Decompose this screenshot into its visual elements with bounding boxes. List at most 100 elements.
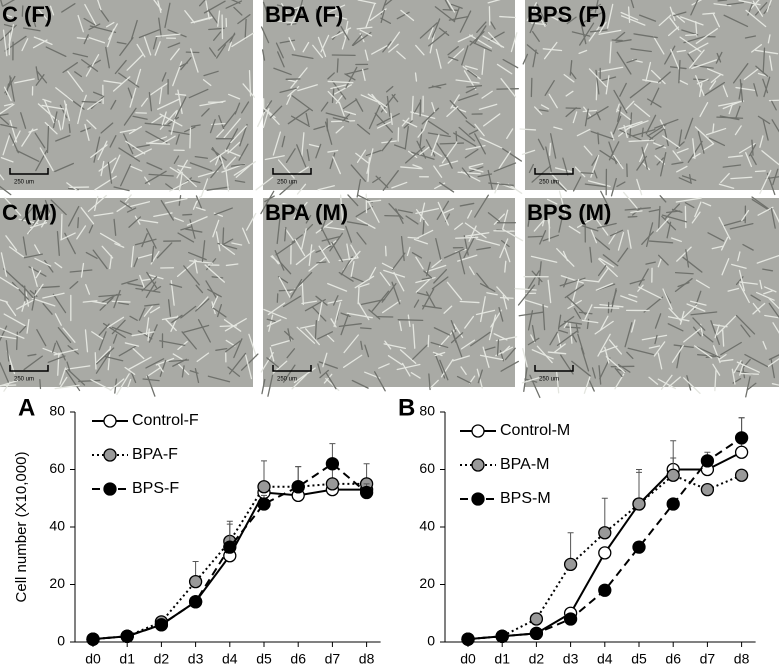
cell [346, 312, 373, 319]
cell [53, 348, 79, 356]
cell [667, 26, 680, 37]
cell [156, 242, 173, 259]
cell [129, 165, 143, 172]
cell [211, 148, 227, 161]
cell [422, 219, 425, 237]
cell [565, 326, 581, 329]
cell [566, 296, 586, 315]
cell [522, 53, 529, 65]
cell [61, 103, 68, 130]
cell [554, 167, 574, 173]
cell [255, 176, 274, 191]
cell [543, 41, 558, 60]
cell [616, 108, 631, 121]
cell [290, 115, 311, 127]
cell [144, 122, 171, 127]
cell [452, 332, 463, 358]
cell [400, 9, 415, 22]
cell [411, 252, 423, 259]
cell [0, 24, 17, 41]
cell [403, 120, 414, 129]
cell [407, 314, 411, 328]
cell [211, 276, 224, 279]
cell [396, 11, 410, 20]
cell [431, 149, 443, 157]
cell [558, 315, 575, 328]
cell [209, 119, 216, 134]
cell [315, 220, 333, 234]
cell [428, 83, 447, 89]
cell [713, 3, 732, 7]
x-tick-label: d1 [494, 651, 510, 667]
marker [291, 480, 305, 494]
cell [231, 242, 243, 246]
cell [742, 243, 754, 251]
cell [613, 89, 628, 114]
scale-label: 250 um [539, 377, 559, 383]
cell [691, 59, 717, 70]
cell [400, 166, 423, 170]
cell [350, 261, 355, 278]
cell [216, 44, 227, 59]
cell [344, 73, 356, 81]
cell [542, 304, 546, 331]
cell [16, 299, 34, 310]
cell [752, 302, 761, 313]
cell [74, 71, 83, 78]
cell [636, 178, 643, 196]
cell [332, 117, 350, 123]
cell [167, 299, 172, 317]
cell [569, 321, 573, 344]
cell [605, 75, 610, 95]
cell [671, 344, 684, 363]
cell [3, 86, 12, 102]
x-tick-label: d4 [222, 651, 238, 667]
cell [62, 62, 79, 74]
cell [672, 12, 686, 23]
cell [692, 317, 706, 331]
cell [245, 212, 257, 231]
y-tick-label: 0 [57, 633, 65, 649]
cell [662, 288, 673, 310]
cell [223, 118, 241, 139]
cell [419, 146, 430, 155]
cell [224, 149, 243, 158]
cell [465, 232, 490, 237]
cell [141, 233, 148, 248]
cell [463, 235, 469, 256]
cell [416, 229, 434, 239]
cell [412, 164, 422, 169]
cell [757, 115, 771, 125]
cell [499, 15, 516, 19]
cell [652, 35, 665, 55]
cell [189, 260, 214, 264]
cell [214, 154, 220, 166]
cell [155, 33, 181, 38]
cell [502, 228, 524, 242]
cell [529, 21, 536, 34]
scale-label: 250 um [14, 180, 34, 186]
cell [360, 298, 386, 305]
cell [427, 120, 449, 135]
cell [2, 134, 11, 156]
cell [381, 300, 401, 314]
cell [636, 155, 648, 171]
cell [653, 142, 667, 149]
cell [461, 167, 471, 178]
cell [0, 185, 12, 196]
cell [383, 269, 406, 278]
cell [57, 120, 62, 131]
cell [86, 119, 97, 130]
cell [351, 379, 369, 389]
cell [244, 354, 253, 380]
cell [405, 145, 426, 164]
cell [580, 224, 599, 232]
cell [659, 195, 667, 203]
scale-bar [9, 365, 49, 372]
cell [317, 36, 327, 58]
cell [42, 302, 53, 315]
cell [213, 31, 222, 41]
cell [180, 305, 197, 319]
cell [440, 358, 454, 378]
cell [443, 208, 455, 214]
